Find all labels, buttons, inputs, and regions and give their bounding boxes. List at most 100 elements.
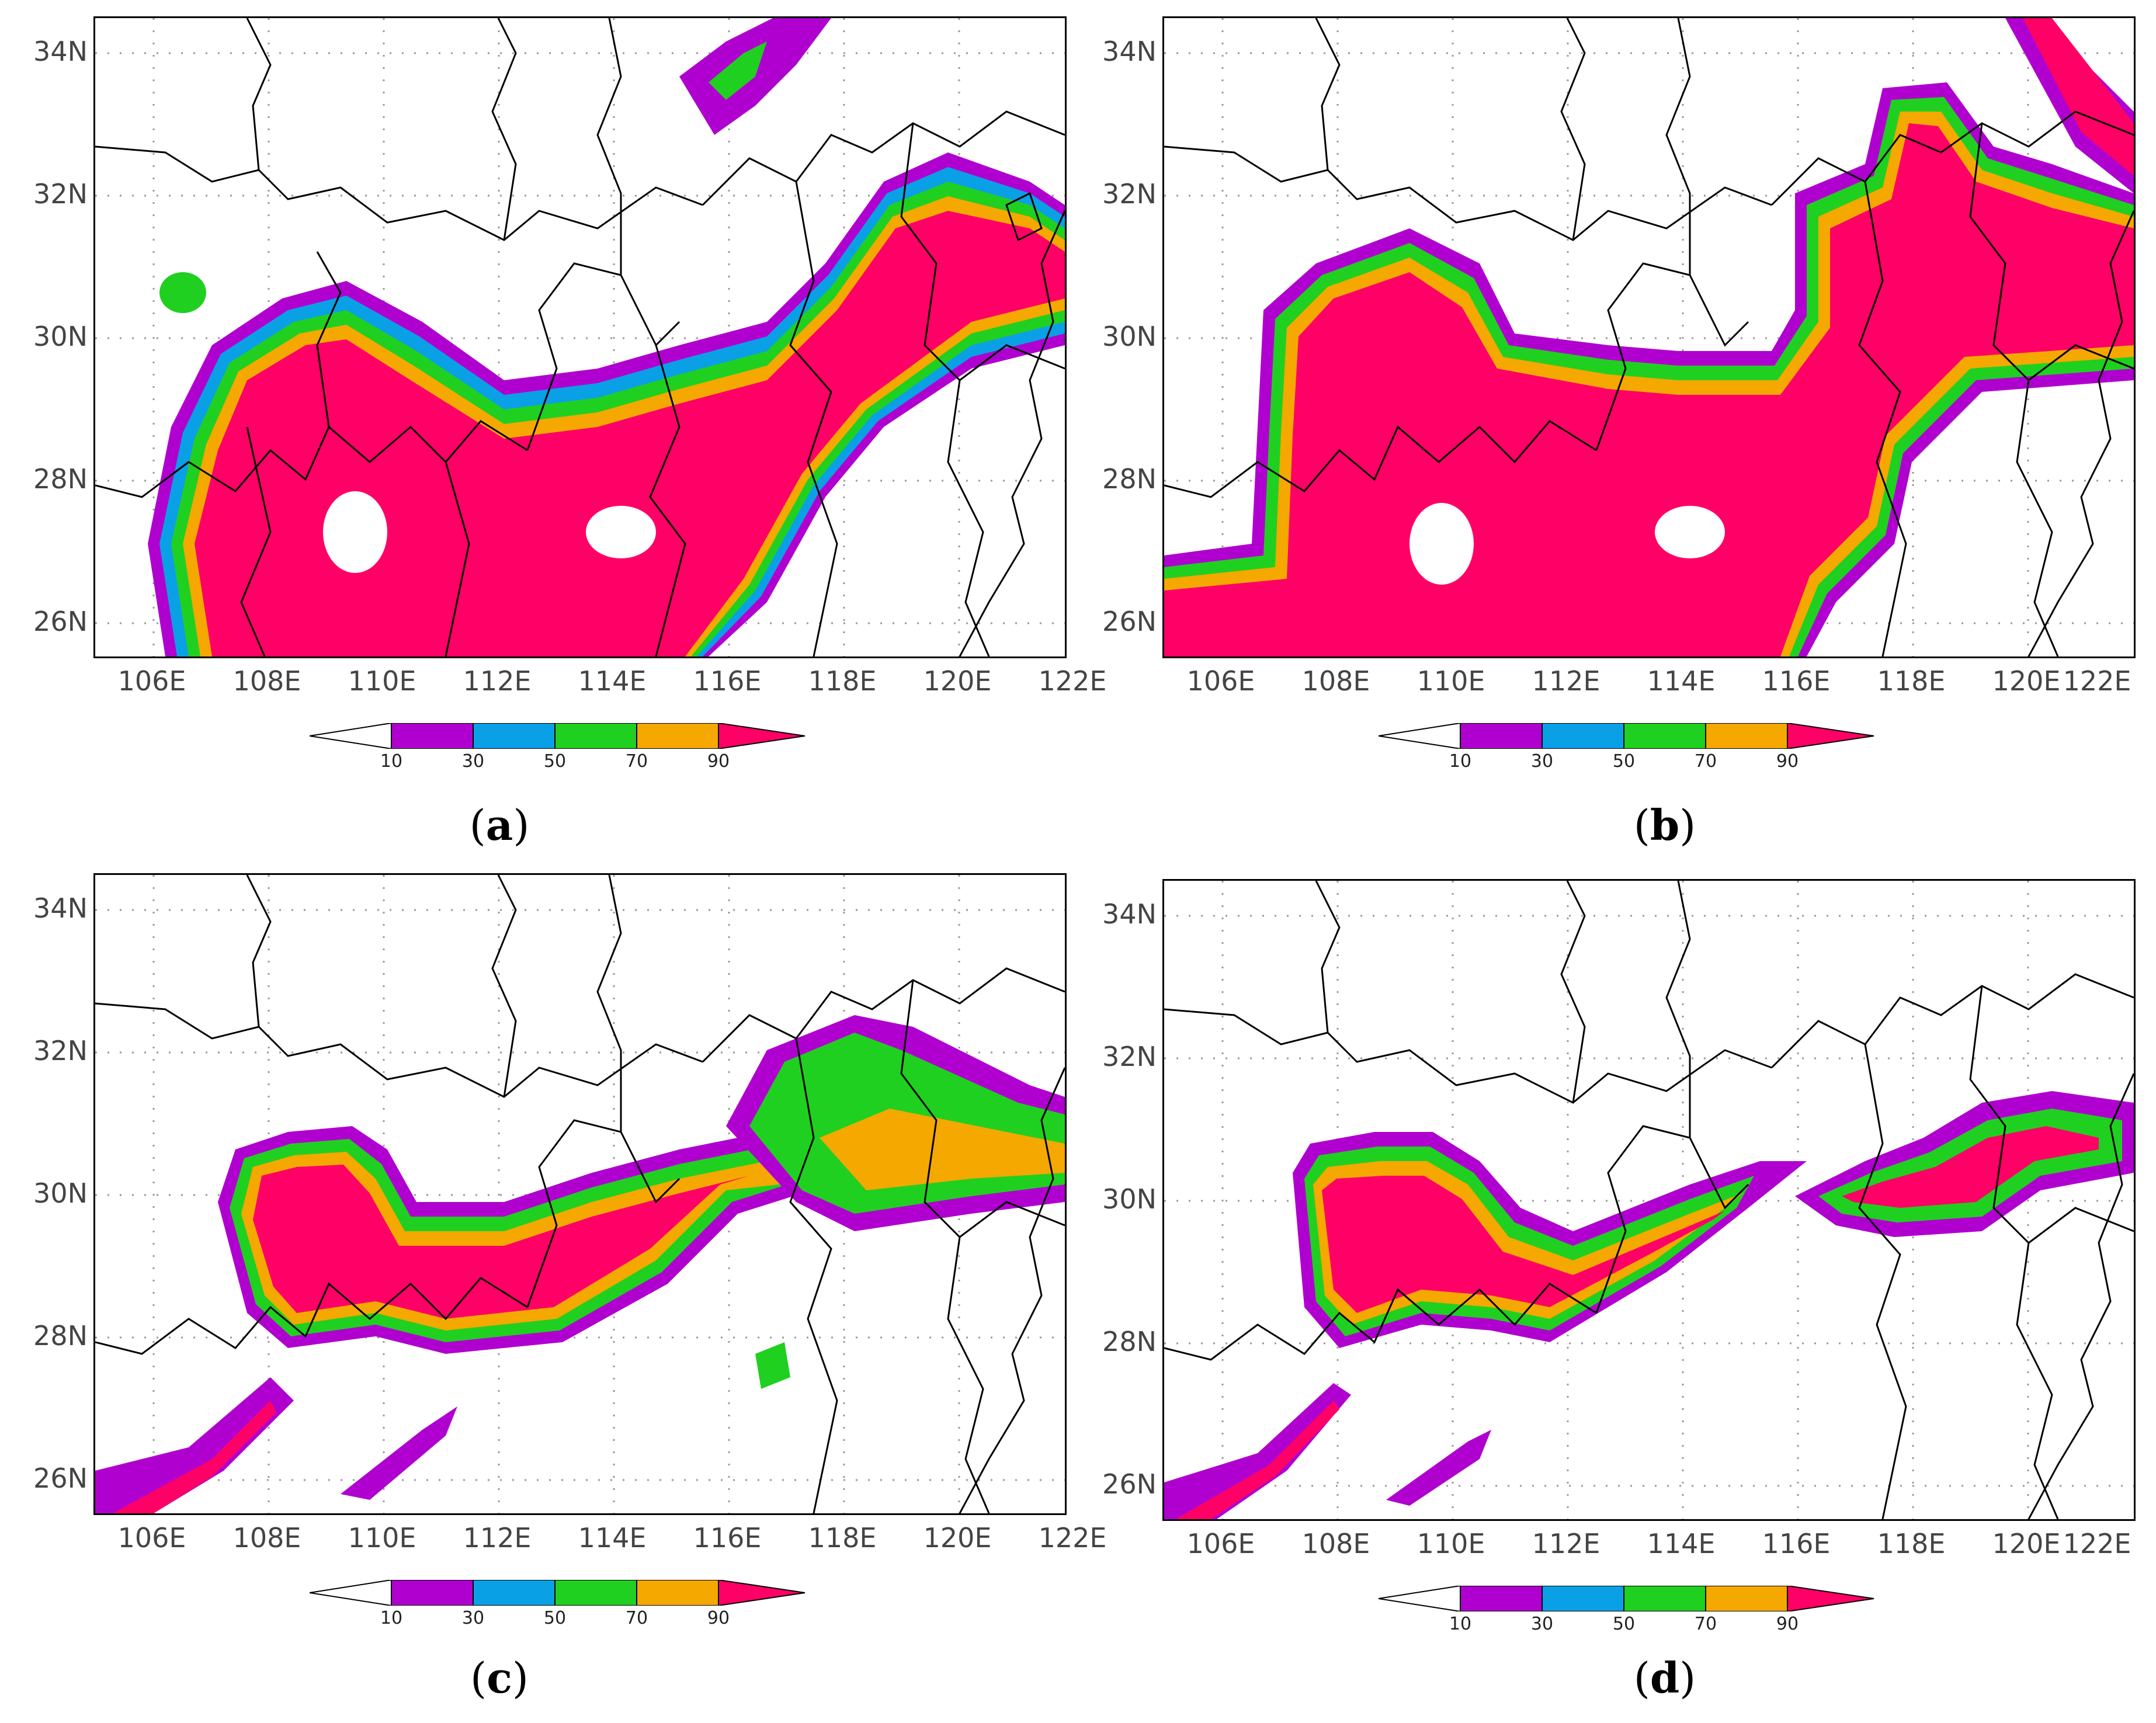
colorbar-c: 10 30 50 70 90 — [310, 1580, 806, 1638]
colorbar-label: 90 — [1776, 1614, 1799, 1634]
lon-label: 116E — [693, 665, 762, 697]
lat-label: 32N — [1102, 178, 1157, 210]
lat-label: 32N — [33, 178, 88, 210]
lon-label: 106E — [1186, 665, 1255, 697]
lon-label: 112E — [463, 1522, 532, 1554]
lon-label: 122E — [1038, 1522, 1107, 1554]
panel-caption-c: (c) — [470, 1653, 529, 1703]
map-frame-c — [93, 873, 1067, 1515]
province-borders — [1164, 18, 2134, 656]
colorbar-a: 10 30 50 70 90 — [310, 723, 806, 781]
lon-label: 114E — [578, 665, 647, 697]
precip-field-c — [95, 1015, 1065, 1513]
coastline — [2027, 1073, 2134, 1519]
colorbar-label: 30 — [1530, 751, 1554, 772]
lon-label: 116E — [1762, 1528, 1831, 1559]
colorbar-label: 10 — [380, 751, 403, 772]
lon-label: 108E — [232, 1522, 301, 1554]
province-borders — [1164, 881, 2134, 1519]
lon-label: 108E — [232, 665, 301, 697]
lon-label: 122E — [1038, 665, 1107, 697]
colorbar-label: 70 — [625, 751, 648, 772]
precip-field-b — [1164, 18, 2134, 656]
lat-label: 26N — [33, 606, 88, 637]
lon-label: 106E — [1186, 1528, 1255, 1559]
colorbar-label: 30 — [1530, 1614, 1554, 1634]
lon-label: 110E — [348, 1522, 416, 1554]
map-frame-b — [1162, 16, 2136, 658]
lat-label: 28N — [33, 1320, 88, 1352]
lon-label: 116E — [1762, 665, 1831, 697]
lat-label: 30N — [33, 321, 88, 352]
colorbar-label: 10 — [380, 1608, 403, 1628]
map-frame-a — [93, 16, 1067, 658]
lat-label: 26N — [1102, 1468, 1157, 1500]
lat-label: 30N — [1102, 321, 1157, 352]
lon-label: 120E — [1992, 665, 2061, 697]
colorbar-label: 70 — [1694, 1614, 1717, 1634]
colorbar-label: 50 — [543, 1608, 567, 1628]
lon-label: 110E — [348, 665, 416, 697]
lat-label: 34N — [33, 892, 88, 924]
colorbar-label: 90 — [1776, 751, 1799, 772]
lon-label: 120E — [923, 665, 992, 697]
lon-label: 114E — [1647, 665, 1716, 697]
lon-label: 118E — [808, 1522, 877, 1554]
colorbar-d: 10 30 50 70 90 — [1379, 1586, 1875, 1644]
lat-label: 28N — [1102, 1326, 1157, 1357]
map-b — [1164, 18, 2134, 656]
lon-label: 120E — [1992, 1528, 2061, 1559]
lat-label: 30N — [33, 1177, 88, 1209]
lon-label: 112E — [463, 665, 532, 697]
lat-label: 26N — [33, 1463, 88, 1494]
lon-label: 116E — [693, 1522, 762, 1554]
province-borders — [95, 18, 1065, 656]
lat-label: 30N — [1102, 1183, 1157, 1215]
panel-caption-d: (d) — [1633, 1653, 1696, 1703]
lat-label: 28N — [33, 463, 88, 495]
panel-caption-b: (b) — [1633, 800, 1696, 850]
lon-label: 114E — [1647, 1528, 1716, 1559]
coastline — [959, 192, 1065, 656]
province-borders — [95, 875, 1065, 1513]
colorbar-label: 10 — [1449, 1614, 1472, 1634]
lon-label: 114E — [578, 1522, 647, 1554]
colorbar-label: 50 — [1612, 1614, 1636, 1634]
lon-label: 122E — [2063, 1528, 2131, 1559]
colorbar-label: 30 — [461, 1608, 485, 1628]
lon-label: 110E — [1416, 665, 1485, 697]
lon-label: 118E — [808, 665, 877, 697]
map-a — [95, 18, 1065, 656]
colorbar-label: 90 — [707, 751, 730, 772]
map-d — [1164, 881, 2134, 1519]
map-c — [95, 875, 1065, 1513]
lon-label: 112E — [1532, 1528, 1600, 1559]
lon-label: 108E — [1301, 665, 1370, 697]
colorbar-label: 10 — [1449, 751, 1472, 772]
colorbar-label: 70 — [625, 1608, 648, 1628]
colorbar-label: 50 — [543, 751, 567, 772]
lat-label: 32N — [33, 1035, 88, 1067]
coastline — [2027, 210, 2134, 656]
lon-label: 118E — [1877, 665, 1946, 697]
lat-label: 34N — [1102, 898, 1157, 930]
lon-label: 106E — [117, 665, 186, 697]
lat-label: 34N — [33, 36, 88, 67]
lat-label: 26N — [1102, 606, 1157, 637]
lon-label: 106E — [117, 1522, 186, 1554]
lon-label: 122E — [2063, 665, 2131, 697]
coastline — [959, 1067, 1065, 1513]
colorbar-label: 70 — [1694, 751, 1717, 772]
map-frame-d — [1162, 879, 2136, 1521]
lon-label: 120E — [923, 1522, 992, 1554]
panel-caption-a: (a) — [469, 800, 530, 850]
lon-label: 112E — [1532, 665, 1600, 697]
colorbar-label: 30 — [461, 751, 485, 772]
colorbar-label: 50 — [1612, 751, 1636, 772]
lon-label: 110E — [1416, 1528, 1485, 1559]
precip-field-a — [148, 18, 1065, 656]
colorbar-b: 10 30 50 70 90 — [1379, 723, 1875, 781]
precip-field-d — [1164, 1091, 2134, 1519]
lon-label: 108E — [1301, 1528, 1370, 1559]
lat-label: 28N — [1102, 463, 1157, 495]
